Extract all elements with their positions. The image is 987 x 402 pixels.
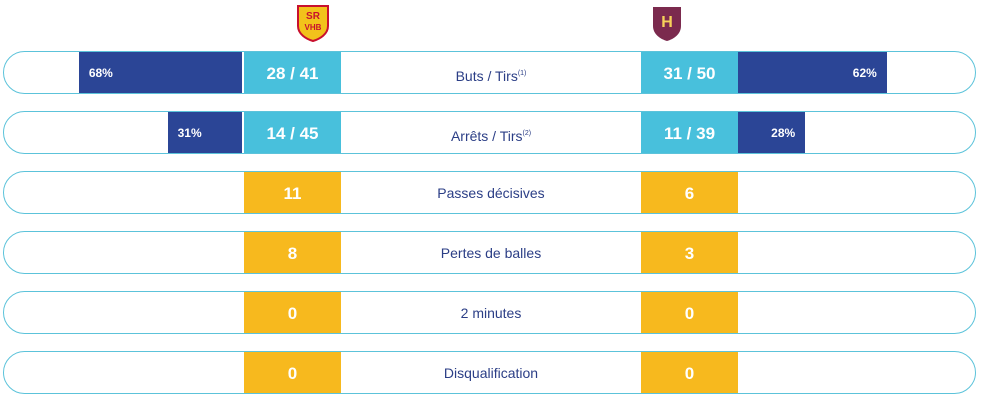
- home-stat-value: 8: [244, 232, 341, 273]
- away-percent-bar: 62%: [738, 52, 887, 93]
- stat-label-text: Arrêts / Tirs: [450, 128, 523, 144]
- stat-row: 8 Pertes de balles 3: [3, 231, 976, 274]
- home-percent-label: 68%: [88, 66, 113, 80]
- away-percent-bar: 28%: [738, 112, 806, 153]
- home-stat-value: 28 / 41: [244, 52, 341, 93]
- home-stat-value: 0: [244, 352, 341, 393]
- stat-label-text: Pertes de balles: [440, 245, 542, 261]
- stat-row: 0 Disqualification 0: [3, 351, 976, 394]
- stat-row: 11 Passes décisives 6: [3, 171, 976, 214]
- home-team-logo: SR VHB: [296, 4, 330, 43]
- stat-label-text: 2 minutes: [460, 305, 522, 321]
- svg-text:VHB: VHB: [305, 23, 322, 32]
- home-stat-value: 0: [244, 292, 341, 333]
- stat-row: 0 2 minutes 0: [3, 291, 976, 334]
- home-stat-value: 11: [244, 172, 341, 213]
- stat-label-text: Buts / Tirs: [455, 68, 518, 84]
- stat-row: 68% 62% 28 / 41 Buts / Tirs(1) 31 / 50: [3, 51, 976, 94]
- stat-label: Disqualification: [341, 352, 641, 393]
- away-stat-value: 11 / 39: [641, 112, 738, 153]
- stat-label-text: Passes décisives: [437, 185, 545, 201]
- footnote-marker: (1): [517, 70, 527, 77]
- away-stat-value: 0: [641, 352, 738, 393]
- stat-label: Buts / Tirs(1): [341, 52, 641, 93]
- stat-row: 31% 28% 14 / 45 Arrêts / Tirs(2) 11 / 39: [3, 111, 976, 154]
- away-percent-label: 28%: [771, 126, 796, 140]
- stat-label-text: Disqualification: [443, 365, 539, 381]
- stat-label: Arrêts / Tirs(2): [341, 112, 641, 153]
- footnote-marker: (2): [522, 130, 532, 137]
- stat-label: Pertes de balles: [341, 232, 641, 273]
- away-team-logo: H: [650, 4, 684, 42]
- svg-text:H: H: [661, 14, 673, 31]
- stat-label: Passes décisives: [341, 172, 641, 213]
- away-stat-value: 6: [641, 172, 738, 213]
- home-stat-value: 14 / 45: [244, 112, 341, 153]
- away-percent-label: 62%: [852, 66, 877, 80]
- svg-text:SR: SR: [306, 11, 321, 22]
- away-stat-value: 3: [641, 232, 738, 273]
- stat-label: 2 minutes: [341, 292, 641, 333]
- home-percent-label: 31%: [177, 126, 202, 140]
- away-stat-value: 31 / 50: [641, 52, 738, 93]
- away-stat-value: 0: [641, 292, 738, 333]
- home-percent-bar: 31%: [167, 112, 242, 153]
- home-percent-bar: 68%: [78, 52, 242, 93]
